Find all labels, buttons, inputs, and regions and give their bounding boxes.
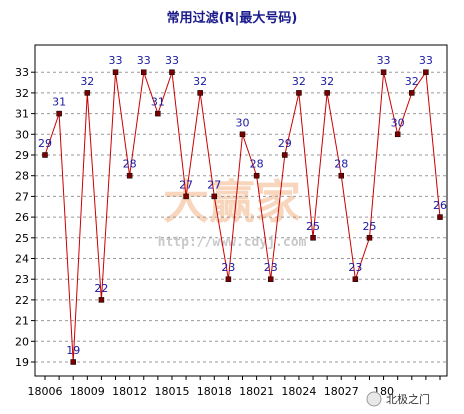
data-point [225, 276, 232, 282]
y-tick-label: 19 [15, 356, 29, 369]
x-tick-label: 18021 [239, 385, 274, 398]
data-point [141, 69, 147, 75]
data-label: 32 [193, 75, 207, 88]
data-point [84, 90, 91, 96]
y-tick-label: 28 [15, 170, 29, 183]
corner-logo: 北极之门 [366, 391, 430, 407]
data-point [42, 152, 48, 158]
y-axis: 19 20 21 22 23 24 25 26 27 28 29 30 31 32 33 [15, 66, 35, 369]
data-label: 33 [419, 54, 433, 67]
y-tick-label: 29 [15, 149, 29, 162]
x-tick-label: 18024 [281, 385, 316, 398]
data-point [423, 69, 429, 75]
data-point [169, 69, 175, 75]
data-point [253, 172, 260, 179]
data-point [394, 131, 401, 138]
data-label: 26 [433, 199, 447, 212]
data-label: 23 [221, 261, 235, 274]
y-tick-label: 24 [15, 253, 29, 266]
x-tick-label: 18027 [324, 385, 359, 398]
data-label: 25 [362, 220, 376, 233]
data-label: 25 [306, 220, 320, 233]
y-tick-label: 31 [15, 108, 29, 121]
data-label: 31 [151, 96, 165, 109]
data-point [338, 172, 344, 179]
data-label: 23 [348, 261, 362, 274]
x-tick-label: 18015 [154, 385, 189, 398]
data-label: 33 [165, 54, 179, 67]
x-axis: 18006 18009 18012 18015 18018 18021 18024 18027… [28, 376, 441, 398]
data-label: 30 [236, 116, 250, 129]
data-point [380, 69, 387, 75]
data-label: 32 [320, 75, 334, 88]
data-label: 29 [38, 137, 52, 150]
logo-icon [366, 391, 382, 407]
data-label: 29 [278, 137, 292, 150]
data-point [296, 90, 302, 96]
y-tick-label: 30 [15, 128, 29, 141]
data-point [282, 152, 288, 158]
data-point [352, 276, 359, 282]
data-label: 27 [207, 178, 221, 191]
data-label: 19 [66, 344, 80, 357]
y-tick-label: 20 [15, 335, 29, 348]
data-labels: 29 31 19 32 22 33 28 33 31 33 27 32 27 23 30 28 23 29 32 25… [38, 54, 447, 357]
data-label: 31 [52, 96, 66, 109]
data-point [98, 297, 105, 303]
data-point [197, 90, 203, 96]
data-label: 28 [123, 158, 137, 171]
data-label: 32 [292, 75, 306, 88]
y-tick-label: 25 [15, 232, 29, 245]
x-tick-label: 18009 [70, 385, 105, 398]
data-point [211, 193, 218, 200]
y-tick-label: 22 [15, 294, 29, 307]
y-tick-label: 21 [15, 315, 29, 328]
y-tick-label: 27 [15, 190, 29, 203]
data-point [366, 235, 373, 241]
data-point [112, 69, 119, 75]
data-point [310, 235, 316, 241]
chart-title: 常用过滤(R|最大号码) [167, 10, 298, 26]
data-label: 23 [264, 261, 278, 274]
y-tick-label: 33 [15, 66, 29, 79]
data-label: 33 [109, 54, 123, 67]
data-label: 28 [250, 158, 264, 171]
data-label: 32 [80, 75, 94, 88]
y-tick-label: 32 [15, 87, 29, 100]
data-label: 22 [94, 282, 108, 295]
data-point [239, 131, 246, 138]
data-point [324, 90, 330, 96]
data-label: 30 [391, 116, 405, 129]
x-tick-label: 18012 [112, 385, 147, 398]
x-tick-label: 18018 [197, 385, 232, 398]
y-tick-label: 23 [15, 273, 29, 286]
data-label: 28 [334, 158, 348, 171]
x-tick-label: 18006 [28, 385, 63, 398]
data-point [155, 110, 161, 117]
data-label: 33 [137, 54, 151, 67]
y-tick-label: 26 [15, 211, 29, 224]
data-markers [42, 69, 443, 365]
data-label: 33 [377, 54, 391, 67]
plot-area [34, 44, 448, 377]
data-point [437, 214, 443, 220]
data-label: 27 [179, 178, 193, 191]
data-label: 32 [405, 75, 419, 88]
data-point [183, 193, 189, 200]
data-point [267, 276, 274, 282]
watermark-brand: 大赢家 [163, 175, 301, 229]
data-point [70, 359, 76, 365]
logo-text: 北极之门 [386, 392, 430, 406]
data-point [409, 90, 415, 96]
data-point [56, 110, 62, 117]
data-point [126, 172, 133, 179]
